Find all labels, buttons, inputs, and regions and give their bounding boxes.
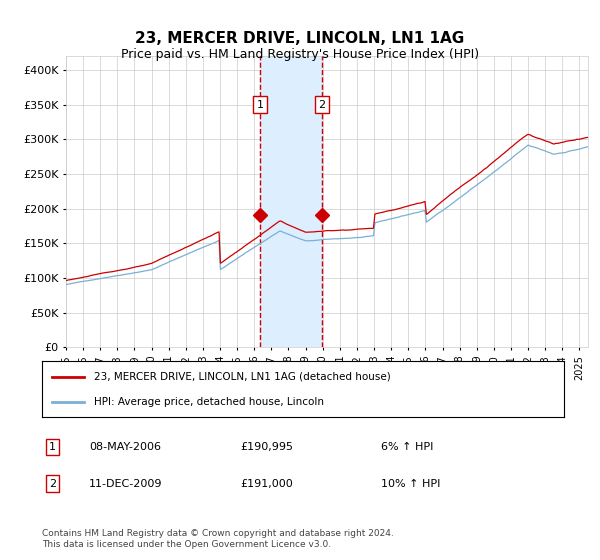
Text: Price paid vs. HM Land Registry's House Price Index (HPI): Price paid vs. HM Land Registry's House … — [121, 48, 479, 60]
Text: 1: 1 — [257, 100, 264, 110]
Text: 23, MERCER DRIVE, LINCOLN, LN1 1AG (detached house): 23, MERCER DRIVE, LINCOLN, LN1 1AG (deta… — [94, 372, 391, 382]
Text: 11-DEC-2009: 11-DEC-2009 — [89, 479, 163, 488]
Text: HPI: Average price, detached house, Lincoln: HPI: Average price, detached house, Linc… — [94, 396, 324, 407]
Text: 23, MERCER DRIVE, LINCOLN, LN1 1AG: 23, MERCER DRIVE, LINCOLN, LN1 1AG — [136, 31, 464, 46]
Text: 10% ↑ HPI: 10% ↑ HPI — [382, 479, 440, 488]
Text: 1: 1 — [49, 442, 56, 452]
Text: 6% ↑ HPI: 6% ↑ HPI — [382, 442, 434, 452]
Text: 2: 2 — [319, 100, 325, 110]
Text: 2: 2 — [49, 479, 56, 488]
Text: £191,000: £191,000 — [241, 479, 293, 488]
Bar — [260, 56, 322, 347]
Text: Contains HM Land Registry data © Crown copyright and database right 2024.
This d: Contains HM Land Registry data © Crown c… — [42, 529, 394, 549]
Text: £190,995: £190,995 — [241, 442, 293, 452]
Text: 08-MAY-2006: 08-MAY-2006 — [89, 442, 161, 452]
